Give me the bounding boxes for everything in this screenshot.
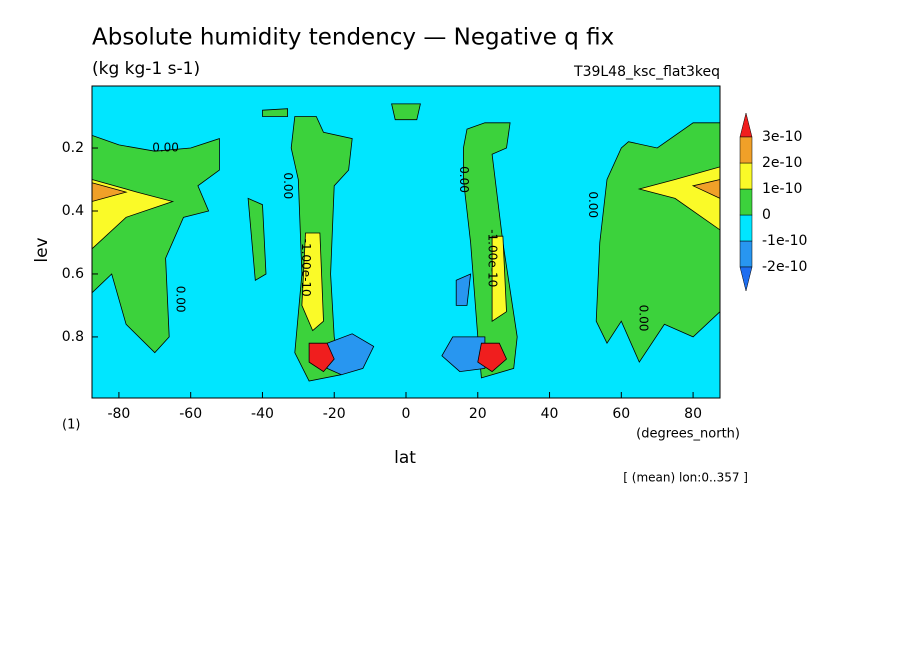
contour-label: 0.00 [281,172,295,199]
contour-region [391,103,421,121]
colorbar-label: 1e-10 [762,181,802,197]
colorbar-triangle [739,112,753,138]
y-unit: (1) [62,418,80,433]
contour-region [441,336,486,373]
contour-label: 0.00 [457,166,471,193]
contour-label: -1.00e-10 [486,229,500,287]
contour-label: 0.00 [152,141,179,155]
footer-note: [ (mean) lon:0..357 ] [623,471,748,485]
x-tick-label: 40 [541,406,559,422]
contour-region [477,342,507,373]
colorbar-label: 3e-10 [762,129,802,145]
contour-label: 0.00 [636,305,650,332]
contour-label: -1.00e-10 [299,239,313,297]
colorbar-label: -1e-10 [762,233,807,249]
x-tick-label: 80 [684,406,702,422]
x-tick-label: -20 [323,406,346,422]
colorbar-box [739,162,753,190]
colorbar-label: 2e-10 [762,155,802,171]
contour-region [463,122,518,379]
contour-region [247,197,267,281]
x-tick-label: -40 [251,406,274,422]
colorbar-box [739,240,753,268]
x-tick-label: -60 [179,406,202,422]
y-tick-label: 0.2 [62,140,84,156]
contour-region [262,108,288,117]
x-tick-label: 0 [402,406,411,422]
colorbar-box [739,188,753,216]
y-tick-label: 0.8 [62,329,84,345]
colorbar-label: -2e-10 [762,259,807,275]
x-tick-label: -80 [107,406,130,422]
y-tick-label: 0.6 [62,266,84,282]
colorbar-triangle [739,266,753,292]
y-tick-label: 0.4 [62,203,84,219]
contour-region [92,86,720,398]
contour-region [455,273,472,306]
x-axis-label: lat [394,448,416,468]
chart-subtitle: (kg kg-1 s-1) [92,59,200,79]
chart-title: Absolute humidity tendency — Negative q … [92,25,614,51]
y-axis-label: lev [32,237,52,262]
x-tick-label: 20 [469,406,487,422]
contour-region [301,232,324,332]
colorbar-box [739,136,753,164]
x-tick-label: 60 [612,406,630,422]
colorbar-box [739,214,753,242]
contour-label: 0.00 [586,191,600,218]
contour-region [308,342,335,373]
contour-region [491,235,507,322]
run-label: T39L48_ksc_flat3keq [573,64,720,80]
contour-label: 0.00 [173,286,187,313]
colorbar-label: 0 [762,207,771,223]
x-unit: (degrees_north) [636,427,740,442]
contour-region [326,333,375,376]
